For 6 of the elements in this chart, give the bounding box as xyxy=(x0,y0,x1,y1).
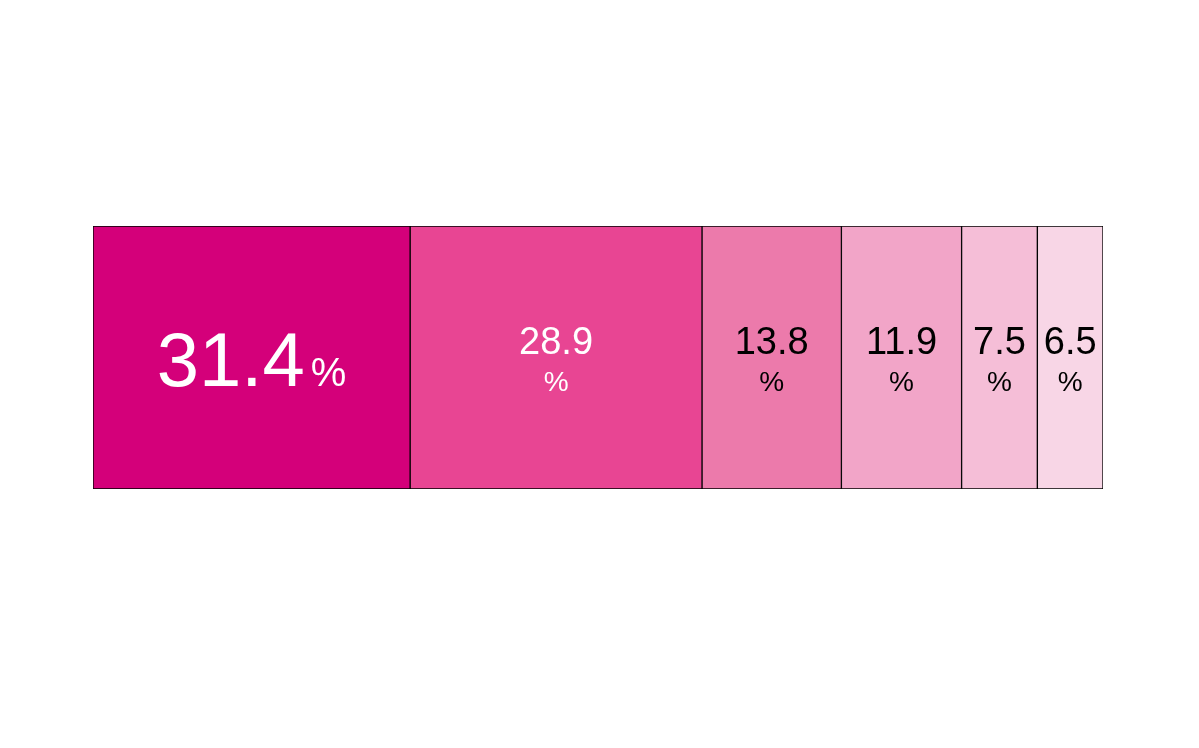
data-label: 6.5% xyxy=(1043,319,1097,397)
data-label: 11.9% xyxy=(865,319,938,397)
data-label: 13.8% xyxy=(734,319,809,397)
data-label: 28.9% xyxy=(519,319,594,397)
data-label: 7.5% xyxy=(973,319,1026,397)
data-label: 31.4% xyxy=(156,316,347,402)
